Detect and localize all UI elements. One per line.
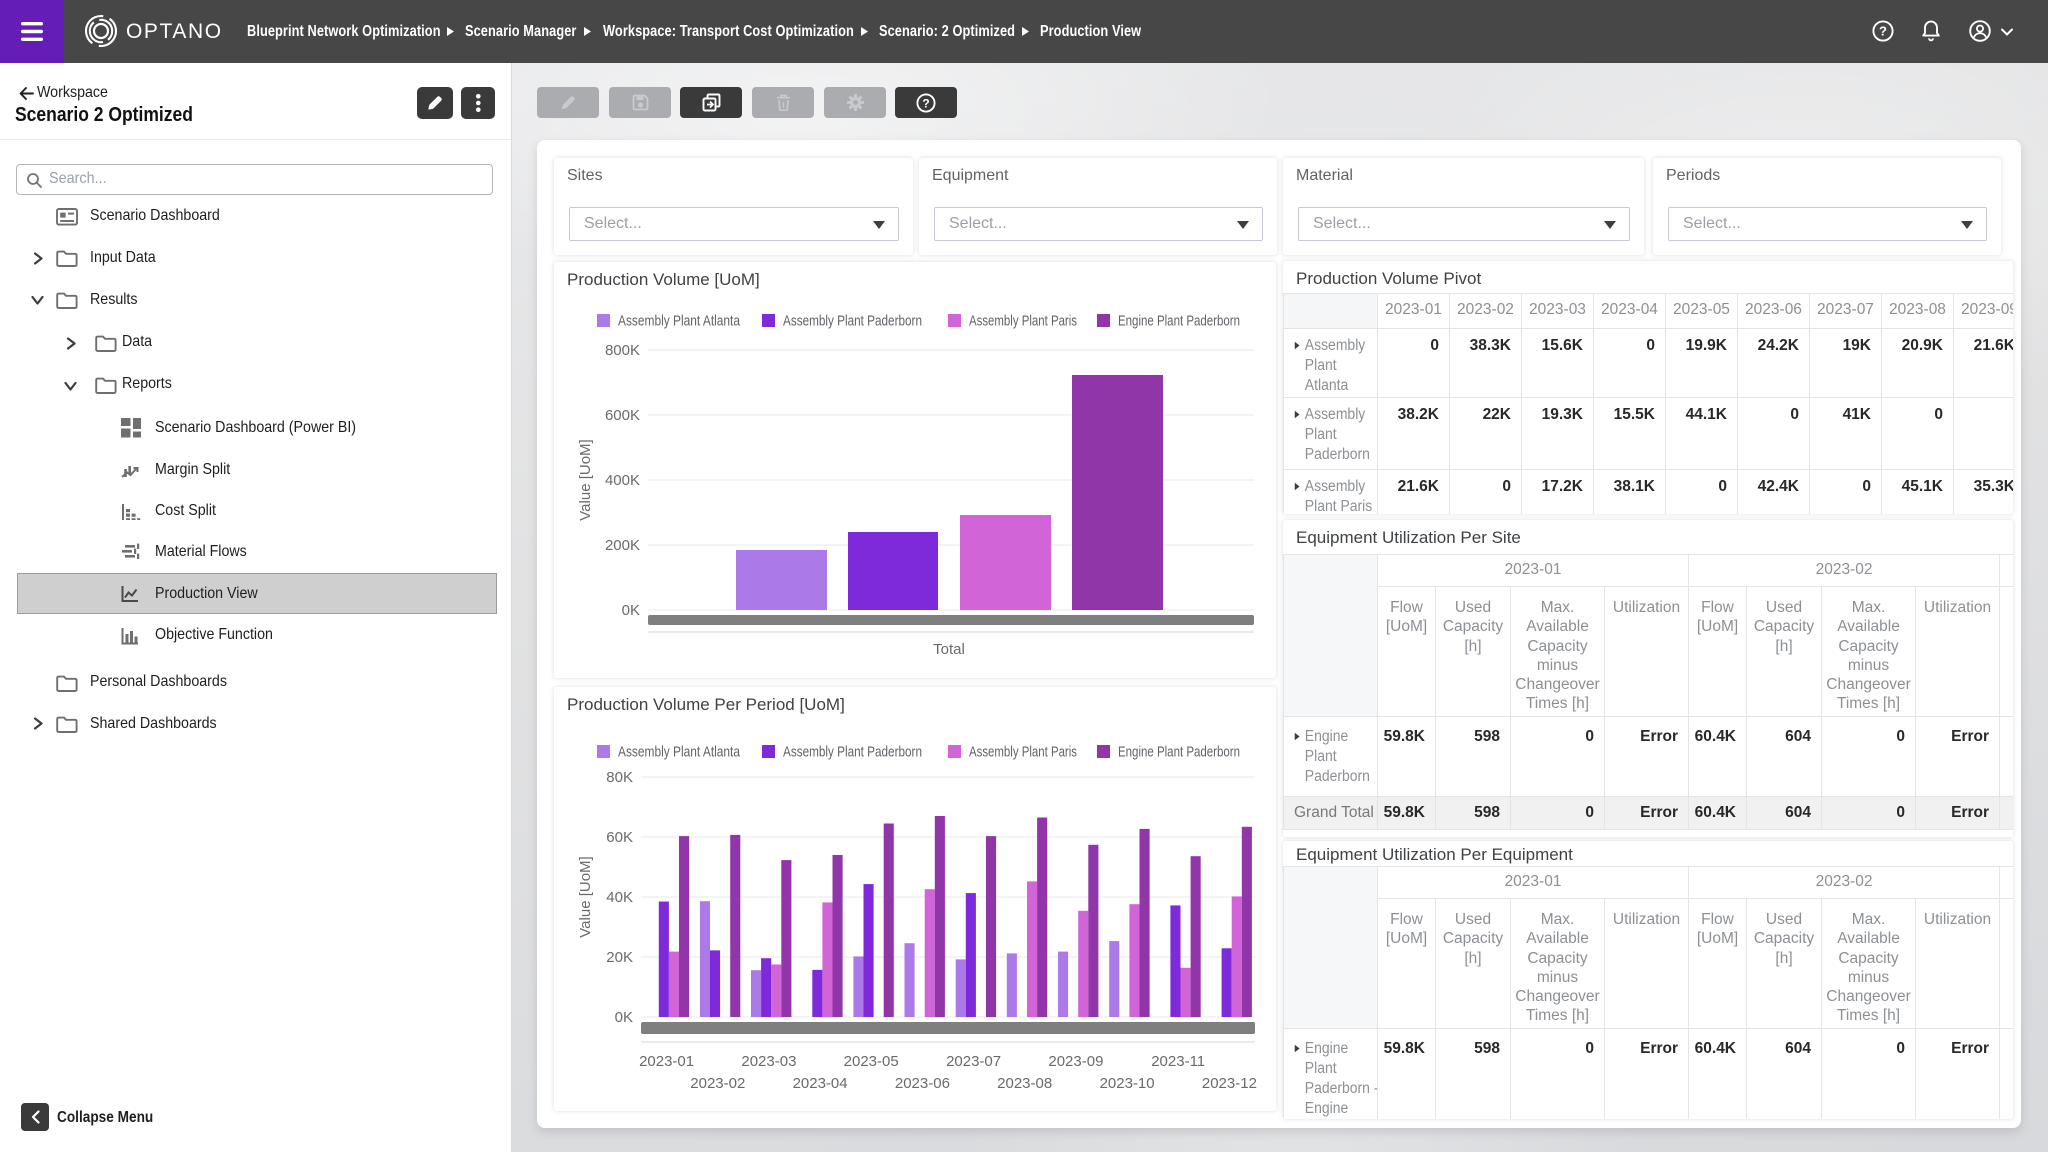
svg-text:2023-08: 2023-08 [997, 1075, 1052, 1092]
svg-text:2023-07: 2023-07 [946, 1053, 1001, 1070]
svg-text:2023-06: 2023-06 [895, 1075, 950, 1092]
svg-text:600K: 600K [605, 407, 640, 424]
svg-text:2023-01: 2023-01 [639, 1053, 694, 1070]
svg-text:0K: 0K [622, 602, 640, 619]
svg-text:400K: 400K [605, 472, 640, 489]
svg-text:?: ? [1879, 24, 1887, 39]
svg-text:2023-10: 2023-10 [1100, 1075, 1155, 1092]
svg-text:Assembly Plant Paris: Assembly Plant Paris [969, 313, 1077, 330]
svg-text:Value [UoM]: Value [UoM] [577, 439, 594, 520]
svg-text:200K: 200K [605, 537, 640, 554]
svg-text:Assembly Plant Paderborn: Assembly Plant Paderborn [783, 313, 922, 330]
svg-text:2023-04: 2023-04 [793, 1075, 848, 1092]
svg-text:Assembly Plant Paris: Assembly Plant Paris [969, 744, 1077, 761]
svg-text:2023-03: 2023-03 [741, 1053, 796, 1070]
svg-text:Assembly Plant Atlanta: Assembly Plant Atlanta [618, 744, 741, 761]
svg-text:Total: Total [933, 641, 965, 658]
svg-text:0K: 0K [615, 1009, 633, 1026]
svg-text:60K: 60K [606, 829, 633, 846]
svg-text:2023-11: 2023-11 [1151, 1053, 1205, 1070]
svg-text:80K: 80K [606, 769, 633, 786]
svg-text:2023-09: 2023-09 [1048, 1053, 1103, 1070]
svg-text:20K: 20K [606, 949, 633, 966]
svg-text:Assembly Plant Atlanta: Assembly Plant Atlanta [618, 313, 741, 330]
svg-text:Engine Plant Paderborn: Engine Plant Paderborn [1118, 313, 1240, 330]
svg-text:2023-02: 2023-02 [690, 1075, 745, 1092]
svg-text:800K: 800K [605, 342, 640, 359]
svg-text:2023-12: 2023-12 [1202, 1075, 1257, 1092]
svg-text:40K: 40K [606, 889, 633, 906]
svg-text:Value [UoM]: Value [UoM] [577, 856, 594, 937]
svg-text:?: ? [922, 96, 929, 110]
svg-text:Engine Plant Paderborn: Engine Plant Paderborn [1118, 744, 1240, 761]
svg-text:Assembly Plant Paderborn: Assembly Plant Paderborn [783, 744, 922, 761]
svg-text:2023-05: 2023-05 [844, 1053, 899, 1070]
